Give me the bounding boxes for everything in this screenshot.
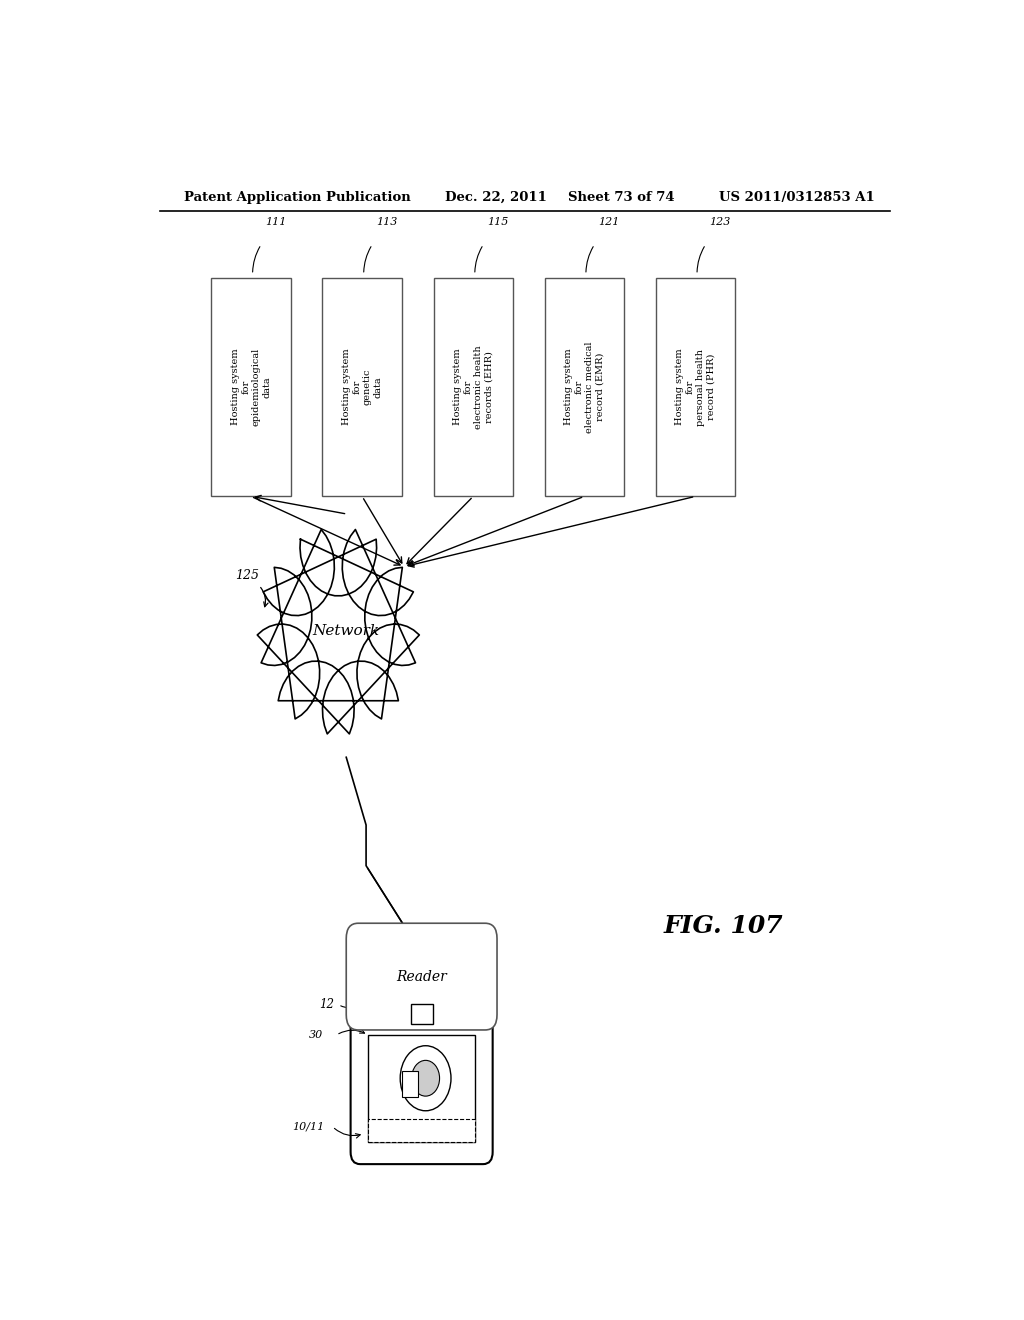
Text: 121: 121 — [599, 216, 620, 227]
Text: 123: 123 — [710, 216, 731, 227]
Text: Hosting system
for
electronic medical
record (EMR): Hosting system for electronic medical re… — [564, 342, 604, 433]
FancyBboxPatch shape — [411, 1003, 433, 1024]
FancyBboxPatch shape — [323, 277, 401, 496]
FancyBboxPatch shape — [545, 277, 624, 496]
Text: US 2011/0312853 A1: US 2011/0312853 A1 — [719, 190, 874, 203]
Text: Hosting system
for
electronic health
records (EHR): Hosting system for electronic health rec… — [453, 346, 494, 429]
FancyBboxPatch shape — [211, 277, 291, 496]
Polygon shape — [257, 529, 420, 734]
FancyBboxPatch shape — [433, 277, 513, 496]
FancyBboxPatch shape — [350, 1012, 493, 1164]
Text: Hosting system
for
personal health
record (PHR): Hosting system for personal health recor… — [675, 348, 716, 425]
Text: 115: 115 — [487, 216, 509, 227]
Text: Sheet 73 of 74: Sheet 73 of 74 — [568, 190, 675, 203]
Text: 125: 125 — [236, 569, 259, 582]
Circle shape — [412, 1060, 439, 1096]
FancyBboxPatch shape — [346, 923, 497, 1030]
Text: 30: 30 — [309, 1030, 324, 1040]
Text: 113: 113 — [377, 216, 397, 227]
FancyBboxPatch shape — [655, 277, 735, 496]
FancyBboxPatch shape — [368, 1035, 475, 1142]
Text: Reader: Reader — [396, 970, 447, 983]
Text: Network: Network — [312, 624, 380, 638]
Text: 12: 12 — [318, 998, 334, 1011]
Text: Hosting system
for
genetic
data: Hosting system for genetic data — [342, 348, 382, 425]
Text: 111: 111 — [265, 216, 287, 227]
Text: 10/11: 10/11 — [293, 1122, 325, 1131]
Circle shape — [400, 1045, 451, 1110]
Text: Dec. 22, 2011: Dec. 22, 2011 — [445, 190, 547, 203]
FancyBboxPatch shape — [401, 1071, 418, 1097]
Text: FIG. 107: FIG. 107 — [664, 913, 783, 937]
FancyBboxPatch shape — [368, 1119, 475, 1142]
Text: Hosting system
for
epidemiological
data: Hosting system for epidemiological data — [230, 348, 271, 426]
Text: Patent Application Publication: Patent Application Publication — [183, 190, 411, 203]
